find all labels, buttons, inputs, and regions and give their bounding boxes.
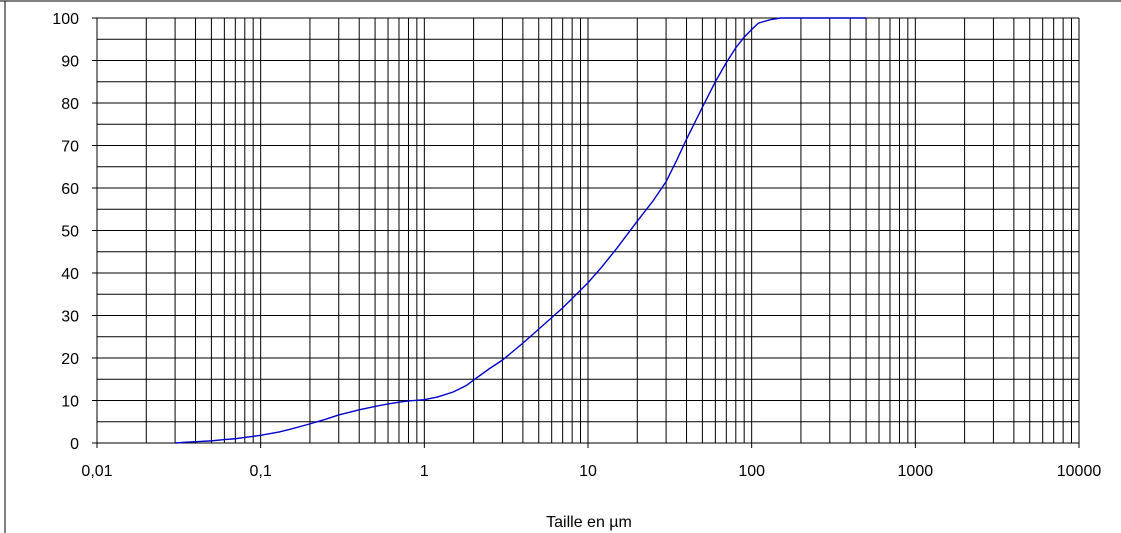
y-tick-label: 100 [52,11,79,28]
y-tick-labels: 0 10 20 30 40 50 60 70 80 90 100 [52,11,79,453]
x-tick-labels: 0,01 0,1 1 10 100 1000 10000 [81,463,1101,480]
y-tick-label: 40 [61,266,79,283]
x-tick-label: 1 [420,463,429,480]
y-tick-label: 20 [61,351,79,368]
grid-lines [97,17,1080,443]
x-tick-label: 0,1 [250,463,272,480]
x-axis-title: Taille en µm [546,514,632,531]
y-tick-label: 70 [61,139,79,156]
y-tick-label: 0 [70,436,79,453]
axes [92,17,1080,448]
x-tick-label: 10 [579,463,597,480]
x-tick-label: 1000 [898,463,934,480]
y-tick-label: 10 [61,394,79,411]
x-tick-label: 10000 [1057,463,1102,480]
series-line [175,17,867,444]
y-tick-label: 60 [61,181,79,198]
y-tick-label: 50 [61,224,79,241]
y-tick-label: 30 [61,309,79,326]
x-tick-label: 100 [738,463,765,480]
x-tick-label: 0,01 [81,463,112,480]
y-tick-label: 90 [61,54,79,71]
y-tick-label: 80 [61,96,79,113]
series-layer [175,17,867,444]
